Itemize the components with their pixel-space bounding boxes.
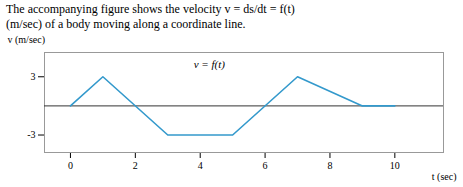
svg-text:8: 8: [327, 160, 332, 171]
html-text:The accompanying figure shows: The accompanying figure shows the veloci…: [6, 2, 295, 16]
svg-text:3: 3: [31, 71, 36, 82]
svg-text:t (sec): t (sec): [432, 171, 457, 183]
svg-text:4: 4: [198, 160, 203, 171]
html-text:(m/sec) of a body moving along: (m/sec) of a body moving along a coordin…: [6, 17, 246, 31]
svg-text:0: 0: [68, 160, 73, 171]
svg-text:-3: -3: [27, 129, 35, 140]
svg-text:10: 10: [390, 160, 400, 171]
svg-text:6: 6: [263, 160, 268, 171]
svg-text:v = f(t): v = f(t): [194, 58, 226, 71]
svg-text:v (m/sec): v (m/sec): [8, 34, 46, 46]
svg-text:2: 2: [133, 160, 138, 171]
